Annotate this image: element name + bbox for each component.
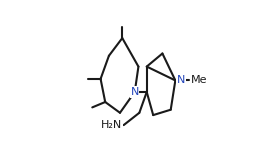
Text: N: N xyxy=(177,76,185,85)
Text: H₂N: H₂N xyxy=(101,120,122,130)
Text: Me: Me xyxy=(190,76,207,85)
Text: N: N xyxy=(130,87,139,97)
